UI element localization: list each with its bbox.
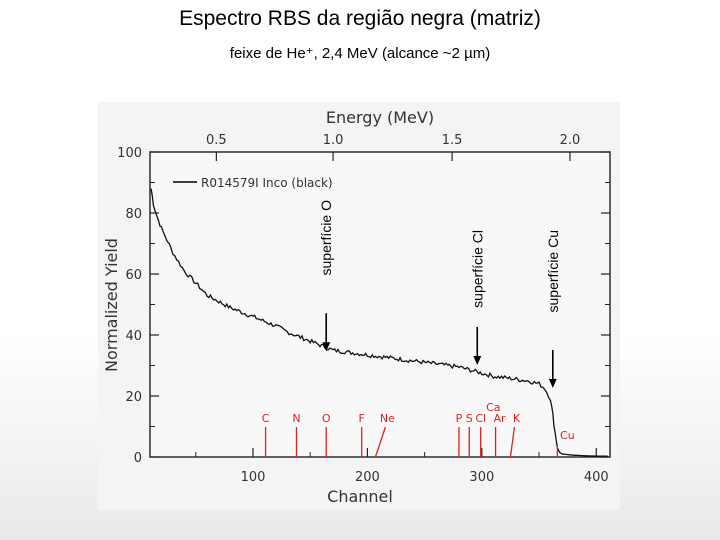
element-label-s: S bbox=[466, 412, 473, 425]
top-tick-label: 1.5 bbox=[442, 133, 463, 148]
element-label-n: N bbox=[292, 412, 300, 425]
surface-arrow-head bbox=[548, 378, 557, 388]
top-axis-label: Energy (MeV) bbox=[326, 108, 434, 127]
element-label-p: P bbox=[456, 412, 463, 425]
top-tick-label: 1.0 bbox=[323, 133, 344, 148]
element-line-ne bbox=[374, 426, 387, 458]
top-tick-label: 0.5 bbox=[206, 133, 227, 148]
y-tick-label: 60 bbox=[125, 268, 142, 283]
surface-arrow-head bbox=[473, 356, 482, 366]
x-axis-label: Channel bbox=[327, 487, 393, 506]
element-label-c: C bbox=[262, 412, 270, 425]
element-label-k: K bbox=[513, 412, 521, 425]
element-label-o: O bbox=[322, 412, 331, 425]
element-label-ca: Ca bbox=[486, 401, 500, 414]
element-label-cu: Cu bbox=[560, 429, 575, 442]
element-label-f: F bbox=[359, 412, 365, 425]
surface-label: superfície O bbox=[318, 200, 334, 276]
element-label-cl: Cl bbox=[475, 412, 486, 425]
x-tick-label: 100 bbox=[241, 470, 266, 485]
element-label-ne: Ne bbox=[380, 412, 395, 425]
top-tick-label: 2.0 bbox=[560, 133, 581, 148]
surface-label: superfície Cu bbox=[545, 230, 561, 312]
x-tick-label: 200 bbox=[355, 470, 380, 485]
y-tick-label: 20 bbox=[125, 390, 142, 405]
slide-subtitle: feixe de He⁺, 2,4 MeV (alcance ~2 µm) bbox=[229, 45, 491, 62]
element-line-k bbox=[509, 426, 516, 458]
element-label-ar: Ar bbox=[494, 412, 507, 425]
surface-label: superfície Cl bbox=[469, 230, 485, 308]
spectrum-line bbox=[150, 188, 608, 457]
y-tick-label: 100 bbox=[117, 146, 142, 161]
y-tick-label: 80 bbox=[125, 207, 142, 222]
y-axis-label: Normalized Yield bbox=[102, 238, 121, 372]
x-tick-label: 400 bbox=[584, 470, 609, 485]
slide-title: Espectro RBS da região negra (matriz) bbox=[179, 7, 541, 30]
legend-label: R014579I Inco (black) bbox=[201, 176, 333, 190]
y-tick-label: 40 bbox=[125, 329, 142, 344]
surface-arrow-head bbox=[322, 342, 331, 352]
y-tick-label: 0 bbox=[134, 451, 142, 466]
x-tick-label: 300 bbox=[469, 470, 494, 485]
